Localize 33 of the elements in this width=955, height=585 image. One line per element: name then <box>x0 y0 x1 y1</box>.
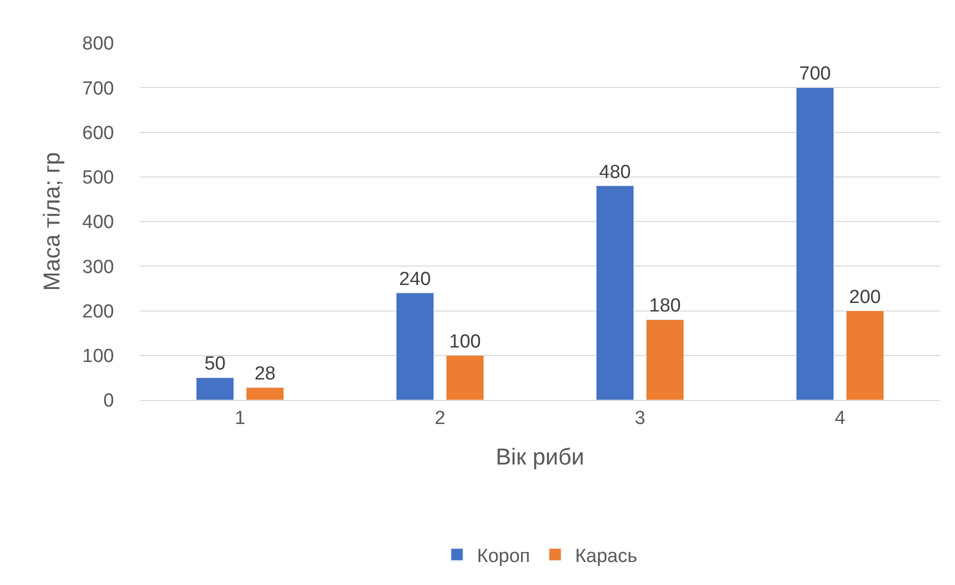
data-label: 50 <box>204 354 226 375</box>
y-tick-label: 600 <box>82 122 114 144</box>
x-tick-label: 2 <box>434 408 446 429</box>
data-label: 480 <box>599 162 631 183</box>
legend-label: Карась <box>575 546 638 567</box>
bar <box>596 186 634 400</box>
y-tick-label: 200 <box>82 301 114 322</box>
bar <box>446 355 484 400</box>
x-tick-label: 1 <box>234 408 246 429</box>
data-label: 200 <box>849 286 881 308</box>
bar <box>396 292 434 400</box>
y-tick-label: 700 <box>82 78 114 100</box>
bar <box>646 319 684 400</box>
y-tick-label: 100 <box>82 346 114 368</box>
y-tick-label: 400 <box>82 212 114 234</box>
bar <box>196 377 234 400</box>
bar <box>246 387 284 400</box>
data-label: 240 <box>399 268 431 290</box>
x-tick-label: 4 <box>834 408 846 429</box>
data-label: 28 <box>254 364 276 385</box>
data-label: 700 <box>799 64 831 85</box>
data-label: 100 <box>449 331 481 352</box>
bar <box>796 87 834 400</box>
y-tick-label: 800 <box>82 34 114 55</box>
x-tick-label: 3 <box>634 408 646 429</box>
y-axis-title: Маса тіла; гр <box>38 152 65 291</box>
y-tick-label: 500 <box>82 168 114 189</box>
bar <box>846 310 884 400</box>
data-label: 180 <box>649 296 681 317</box>
y-tick-label: 300 <box>82 256 114 278</box>
y-tick-label: 0 <box>103 390 114 412</box>
legend-label: Короп <box>477 546 530 567</box>
x-axis-title: Вік риби <box>496 443 584 470</box>
